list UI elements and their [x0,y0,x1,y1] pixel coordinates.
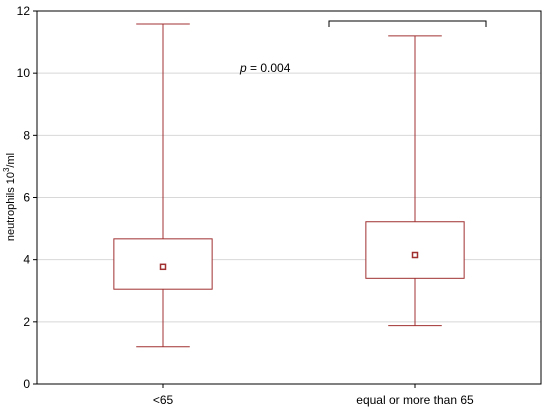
x-axis-labels: <65 equal or more than 65 [153,384,474,407]
y-axis-title-base: neutrophils 10 [5,172,17,241]
box-group [365,35,465,327]
p-value-annotation: p = 0.004 [239,61,291,75]
significance-bracket [328,20,487,27]
median-marker [411,251,419,259]
p-value: = 0.004 [247,61,291,75]
x-category-label: <65 [153,393,174,407]
y-tick-label: 12 [17,4,31,18]
y-tick-label: 10 [17,66,31,80]
y-tick-label: 2 [23,315,30,329]
y-tick-label: 6 [23,191,30,205]
y-axis-title: neutrophils 103/ml [2,153,17,241]
box-group [113,23,213,348]
grid-lines [37,72,541,323]
boxes [113,23,465,348]
interquartile-box [365,221,465,279]
p-symbol: p [239,61,247,75]
y-axis-title-exponent: 3 [2,167,11,172]
y-tick-label: 4 [23,253,30,267]
y-tick-label: 8 [23,128,30,142]
y-axis-title-unit: /ml [5,153,17,168]
y-axis-ticks: 0 2 4 6 8 10 12 [17,4,37,391]
median-marker [159,263,167,271]
y-tick-label: 0 [23,377,30,391]
x-category-label: equal or more than 65 [356,393,474,407]
